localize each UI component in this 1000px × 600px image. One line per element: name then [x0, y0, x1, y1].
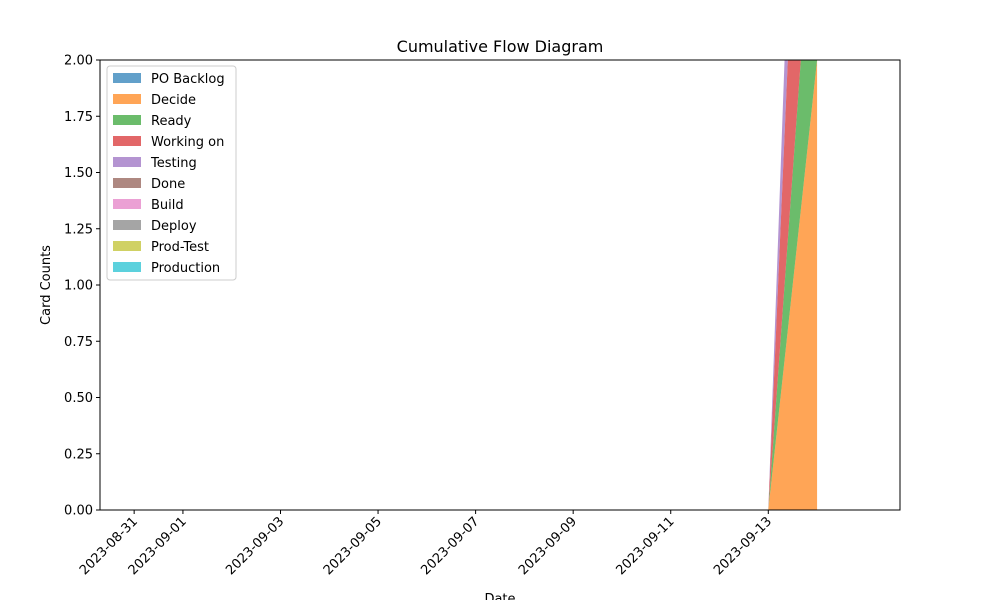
x-tick-label: 2023-09-07: [418, 514, 482, 578]
y-tick-label: 1.25: [64, 222, 93, 237]
x-tick-label: 2023-09-03: [223, 514, 287, 578]
legend-swatch: [113, 73, 141, 83]
chart-title: Cumulative Flow Diagram: [397, 37, 604, 56]
y-tick-label: 0.00: [64, 504, 93, 519]
x-tick-label: 2023-09-13: [711, 514, 775, 578]
legend-swatch: [113, 178, 141, 188]
legend-label: Done: [151, 177, 185, 192]
y-axis-label: Card Counts: [39, 245, 54, 325]
y-tick-label: 0.25: [64, 447, 93, 462]
legend-swatch: [113, 262, 141, 272]
legend-label: Working on: [151, 135, 224, 150]
y-tick-label: 0.75: [64, 335, 93, 350]
y-tick-label: 1.50: [64, 166, 93, 181]
stack-area: [134, 60, 785, 510]
stack-area: [134, 60, 785, 510]
stack-area: [134, 60, 818, 510]
plot-areas: [134, 60, 818, 510]
legend-label: Testing: [150, 156, 197, 171]
x-axis-label: Date: [484, 592, 515, 600]
y-tick-label: 1.75: [64, 110, 93, 125]
stack-area: [134, 60, 818, 510]
x-tick-label: 2023-09-05: [321, 514, 385, 578]
x-tick-label: 2023-09-11: [614, 514, 678, 578]
legend-swatch: [113, 199, 141, 209]
legend-label: Production: [151, 261, 220, 276]
legend-swatch: [113, 115, 141, 125]
legend-label: Decide: [151, 93, 196, 108]
legend-swatch: [113, 157, 141, 167]
y-tick-label: 2.00: [64, 54, 93, 69]
stack-area: [134, 60, 785, 510]
legend-swatch: [113, 136, 141, 146]
stack-area: [134, 60, 801, 510]
stack-area: [134, 60, 788, 510]
legend-swatch: [113, 220, 141, 230]
legend-label: Ready: [151, 114, 192, 129]
legend-label: Prod-Test: [151, 240, 209, 255]
y-tick-label: 0.50: [64, 391, 93, 406]
legend-swatch: [113, 241, 141, 251]
stack-area: [134, 60, 785, 510]
legend-label: Build: [151, 198, 184, 213]
legend-label: Deploy: [151, 219, 197, 234]
legend-swatch: [113, 94, 141, 104]
y-tick-label: 1.00: [64, 279, 93, 294]
x-tick-label: 2023-09-09: [516, 514, 580, 578]
legend-label: PO Backlog: [151, 72, 225, 87]
stack-area: [134, 60, 785, 510]
